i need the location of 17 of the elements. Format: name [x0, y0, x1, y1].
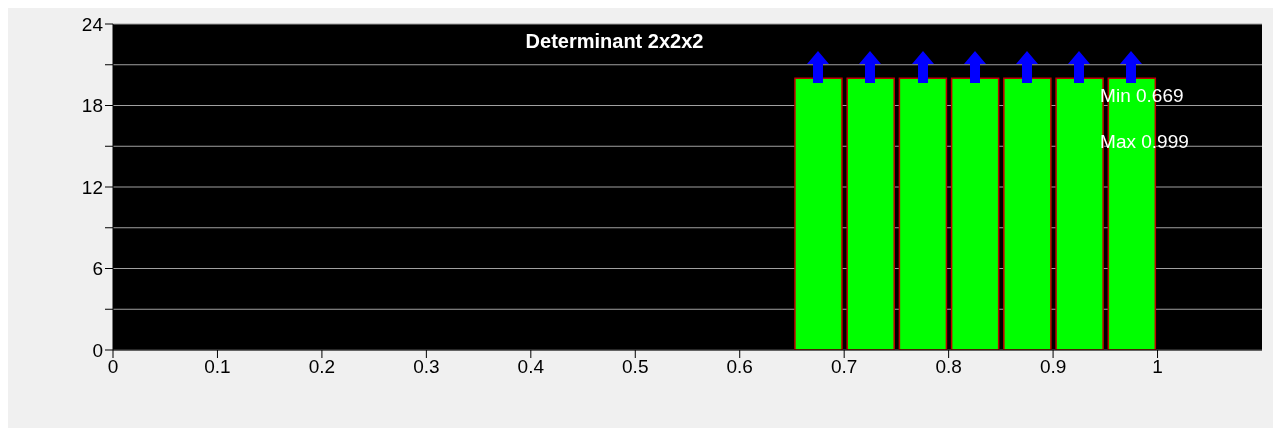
y-tick-label: 18	[81, 95, 103, 117]
x-tick-label: 0.2	[308, 356, 336, 378]
x-tick-label: 0.9	[1039, 356, 1067, 378]
chart-title: Determinant 2x2x2	[525, 30, 704, 53]
x-tick-label: 0	[107, 356, 119, 378]
y-tick-label: 12	[81, 176, 103, 198]
x-tick-label: 0.8	[935, 356, 962, 378]
y-tick-label: 24	[81, 13, 104, 35]
x-tick-label: 0.5	[622, 356, 649, 378]
x-tick-label: 0.6	[726, 356, 753, 378]
x-tick-label: 1	[1152, 356, 1163, 378]
y-tick-label: 0	[92, 339, 103, 361]
x-tick-label: 0.1	[204, 356, 231, 378]
x-tick-label: 0.7	[830, 356, 858, 378]
x-tick-label: 0.3	[413, 356, 440, 378]
x-tick-label: 0.4	[517, 356, 545, 378]
y-tick-label: 6	[92, 258, 103, 280]
